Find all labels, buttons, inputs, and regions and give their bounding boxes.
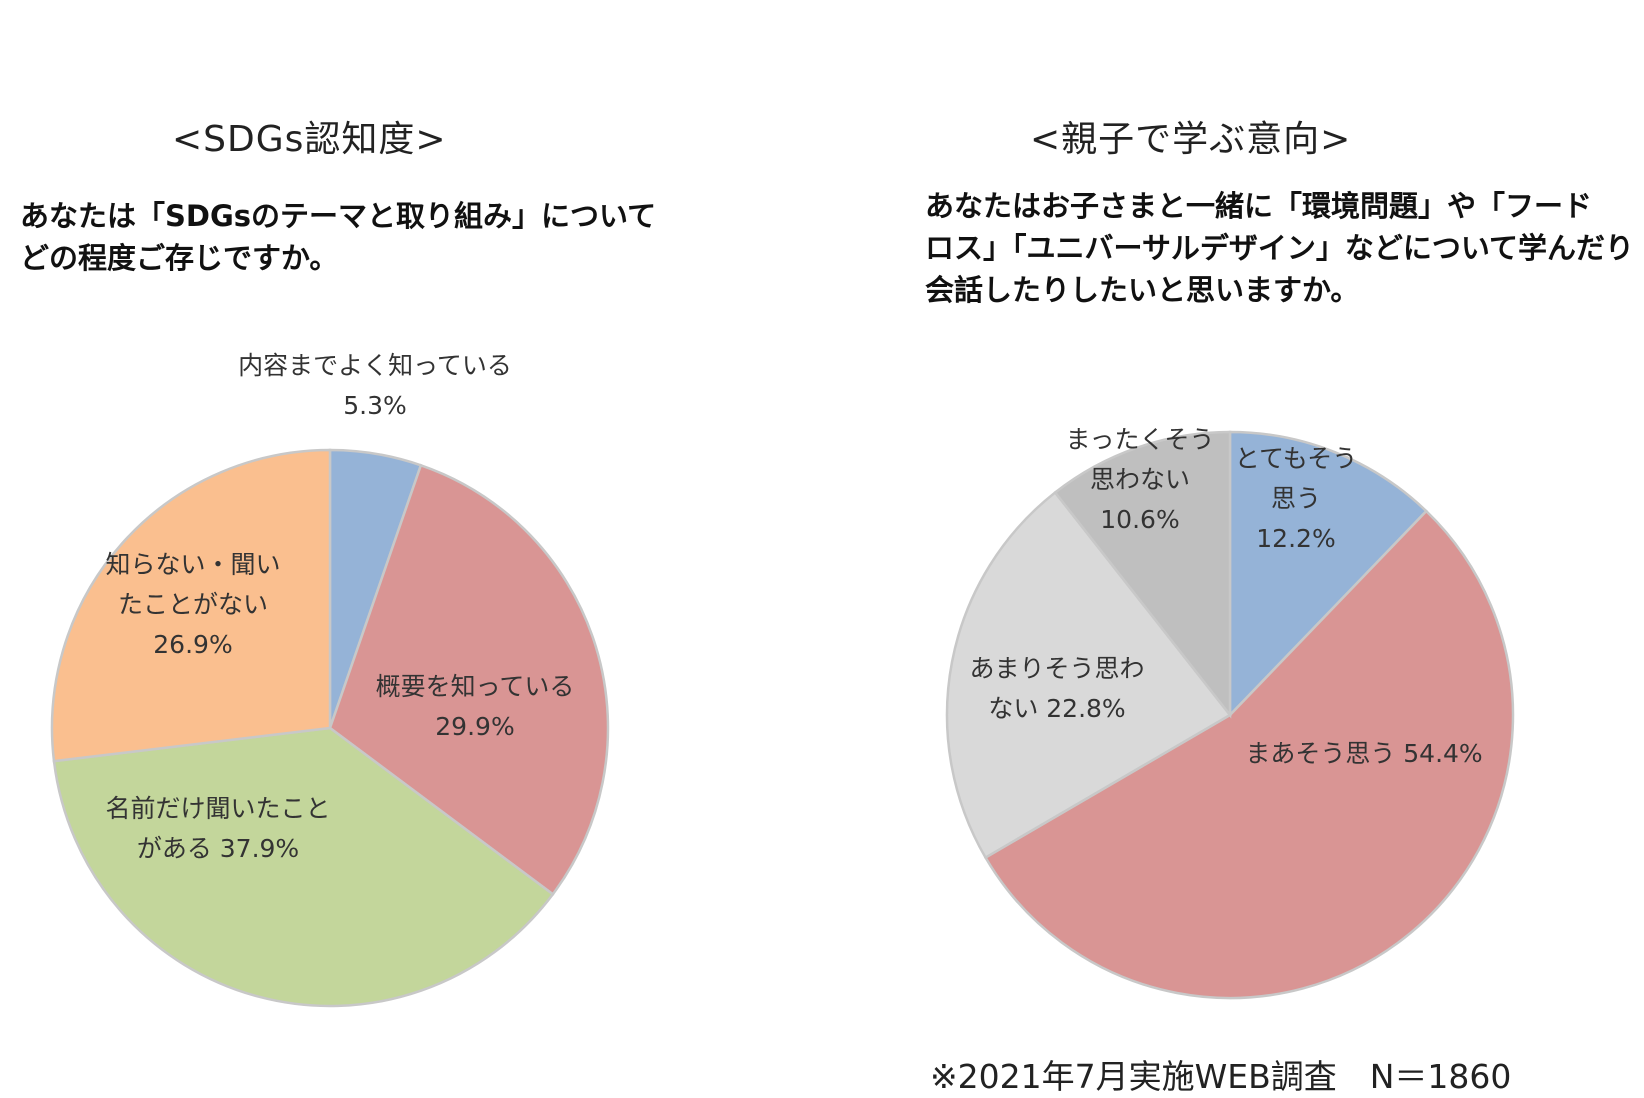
survey-footnote: ※2021年7月実施WEB調査 N＝1860 bbox=[930, 1057, 1512, 1096]
chart1-question-line: あなたは「SDGsのテーマと取り組み」について bbox=[20, 199, 657, 233]
pie-slice bbox=[1053, 430, 1232, 719]
slice-label: まあそう思う 54.4% bbox=[1245, 739, 1482, 768]
pie-slice bbox=[50, 448, 332, 763]
slice-label: ない 22.8% bbox=[988, 694, 1125, 723]
chart2-title: <親子で学ぶ意向> bbox=[1030, 119, 1352, 160]
chart1-question-line: どの程度ご存じですか。 bbox=[20, 241, 339, 275]
pie-slice bbox=[945, 490, 1232, 860]
slice-label: 10.6% bbox=[1100, 505, 1179, 534]
slice-label: 知らない・聞い bbox=[105, 550, 280, 579]
slice-label: 思う bbox=[1271, 484, 1321, 513]
slice-label: 12.2% bbox=[1256, 524, 1335, 553]
slice-label: 名前だけ聞いたこと bbox=[105, 794, 330, 823]
slice-label: とてもそう bbox=[1235, 444, 1358, 473]
slice-label: 29.9% bbox=[435, 712, 514, 741]
chart2-question-line: 会話したりしたいと思いますか。 bbox=[925, 273, 1360, 307]
pie-slice bbox=[983, 509, 1515, 1000]
pie-slice bbox=[52, 726, 555, 1008]
slice-label: あまりそう思わ bbox=[969, 654, 1144, 683]
slice-label: 内容までよく知っている bbox=[238, 351, 512, 380]
slice-label: 概要を知っている bbox=[376, 672, 575, 701]
pie-slice bbox=[1228, 430, 1429, 719]
slice-label: 5.3% bbox=[343, 391, 407, 420]
pie-slice bbox=[328, 463, 610, 896]
chart1-title: <SDGs認知度> bbox=[172, 119, 447, 160]
pie-1: 内容までよく知っている 5.3% 概要を知っている 29.9% 名前だけ聞いたことがある… bbox=[50, 351, 610, 1008]
chart2-question-line: ロス」「ユニバーサルデザイン」などについて学んだり bbox=[925, 231, 1635, 265]
slice-label: たことがない bbox=[118, 590, 268, 619]
slice-label: まったくそう bbox=[1065, 425, 1214, 454]
slice-label: がある 37.9% bbox=[137, 834, 299, 863]
chart1-question: あなたは「SDGsのテーマと取り組み」について どの程度ご存じですか。 bbox=[20, 195, 656, 279]
slice-label: 26.9% bbox=[153, 630, 232, 659]
slice-label: 思わない bbox=[1090, 465, 1190, 494]
chart2-question: あなたはお子さまと一緒に「環境問題」や「フード ロス」「ユニバーサルデザイン」な… bbox=[925, 185, 1634, 311]
chart2-question-line: あなたはお子さまと一緒に「環境問題」や「フード bbox=[925, 189, 1593, 223]
